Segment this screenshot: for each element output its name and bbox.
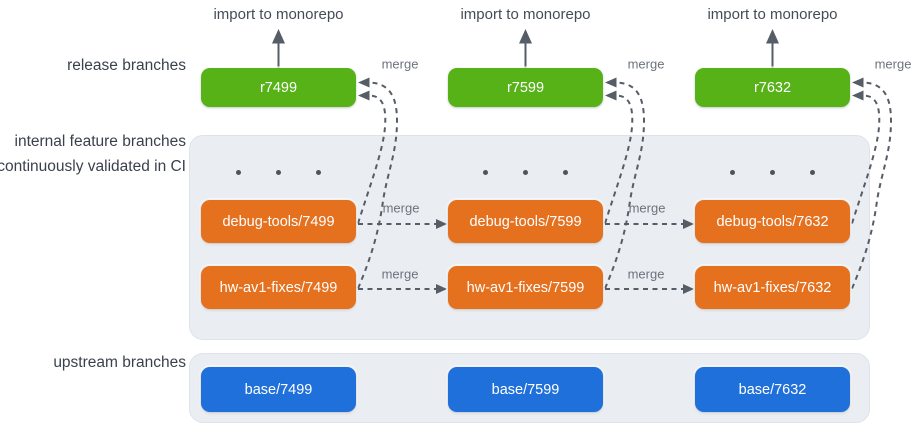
release-branch-box: r7499 bbox=[201, 68, 356, 107]
dot bbox=[770, 170, 775, 175]
merge-label: merge bbox=[628, 200, 666, 216]
dot bbox=[483, 170, 488, 175]
dot bbox=[810, 170, 815, 175]
base-branch-box: base/7499 bbox=[201, 367, 356, 412]
import-to-monorepo-label: import to monorepo bbox=[460, 6, 591, 23]
column-7499: import to monorepo r7499 debug-tools/749… bbox=[201, 0, 356, 433]
merge-label: merge bbox=[627, 266, 665, 282]
feature-branch-box: debug-tools/7599 bbox=[448, 200, 603, 243]
dot bbox=[316, 170, 321, 175]
feature-branch-box: hw-av1-fixes/7499 bbox=[201, 266, 356, 309]
feature-branch-box: hw-av1-fixes/7632 bbox=[695, 266, 850, 309]
import-to-monorepo-label: import to monorepo bbox=[707, 6, 838, 23]
internal-feature-branches-label: internal feature branches bbox=[14, 133, 186, 150]
ellipsis-dots bbox=[695, 170, 850, 175]
merge-label: merge bbox=[874, 56, 912, 72]
merge-label: merge bbox=[382, 200, 420, 216]
upstream-branches-label: upstream branches bbox=[53, 354, 186, 371]
merge-label: merge bbox=[381, 56, 419, 72]
dot bbox=[563, 170, 568, 175]
feature-branch-box: debug-tools/7499 bbox=[201, 200, 356, 243]
release-merge-arrowhead-lower bbox=[605, 90, 617, 101]
release-merge-arrowhead-upper bbox=[358, 77, 370, 88]
release-merge-arrowhead-upper bbox=[852, 77, 864, 88]
ci-validation-note: continuously validated in CI bbox=[0, 158, 186, 175]
column-7632: import to monorepo r7632 debug-tools/763… bbox=[695, 0, 850, 433]
release-merge-arrowhead-lower bbox=[358, 90, 370, 101]
merge-label: merge bbox=[381, 266, 419, 282]
ellipsis-dots bbox=[448, 170, 603, 175]
release-branches-label: release branches bbox=[67, 57, 186, 74]
feature-branch-box: hw-av1-fixes/7599 bbox=[448, 266, 603, 309]
ellipsis-dots bbox=[201, 170, 356, 175]
release-merge-arrowhead-lower bbox=[852, 90, 864, 101]
import-to-monorepo-label: import to monorepo bbox=[213, 6, 344, 23]
feature-branch-box: debug-tools/7632 bbox=[695, 200, 850, 243]
release-merge-arrowhead-upper bbox=[605, 77, 617, 88]
dot bbox=[276, 170, 281, 175]
base-branch-box: base/7599 bbox=[448, 367, 603, 412]
column-7599: import to monorepo r7599 debug-tools/759… bbox=[448, 0, 603, 433]
release-branch-box: r7632 bbox=[695, 68, 850, 107]
dot bbox=[730, 170, 735, 175]
release-branch-box: r7599 bbox=[448, 68, 603, 107]
dot bbox=[523, 170, 528, 175]
dot bbox=[236, 170, 241, 175]
merge-label: merge bbox=[627, 56, 665, 72]
base-branch-box: base/7632 bbox=[695, 367, 850, 412]
